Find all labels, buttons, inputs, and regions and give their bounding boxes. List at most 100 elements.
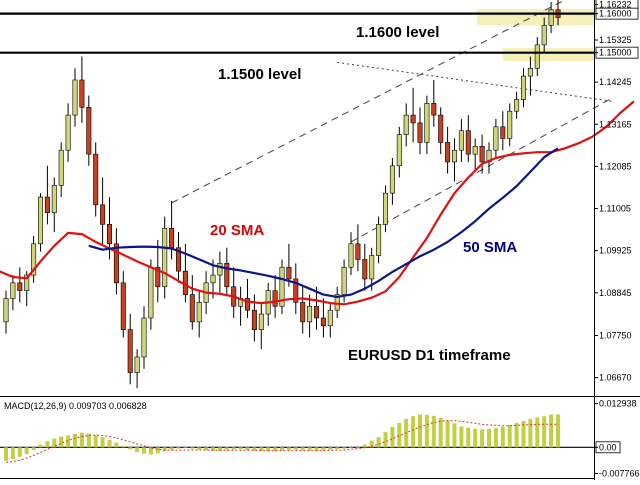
price-tick-label: 1.09925	[599, 246, 632, 256]
candle-up	[10, 282, 16, 299]
level-1600-label: 1.1600 level	[356, 24, 439, 41]
candle-up	[541, 25, 547, 46]
macd-histogram-bar	[369, 440, 374, 448]
macd-histogram-bar	[204, 447, 209, 451]
candle-down	[44, 196, 50, 213]
candle-up	[396, 134, 402, 167]
macd-histogram-bar	[86, 433, 91, 448]
candle-down	[79, 79, 85, 108]
macd-histogram-bar	[231, 447, 236, 450]
macd-histogram-bar	[528, 418, 533, 448]
macd-histogram-bar	[17, 447, 22, 457]
sma20-label: 20 SMA	[210, 222, 264, 239]
macd-histogram-bar	[4, 447, 8, 461]
price-tick-label: 1.16000	[599, 9, 632, 19]
macd-tick-label: 0.00	[599, 442, 617, 452]
candle-up	[451, 149, 457, 163]
candle-down	[86, 106, 92, 155]
macd-histogram-bar	[514, 422, 519, 448]
macd-histogram-bar	[45, 441, 50, 448]
macd-histogram-bar	[38, 444, 43, 448]
macd-histogram-bar	[162, 447, 167, 452]
sma50-label: 50 SMA	[463, 239, 517, 256]
macd-histogram-bar	[473, 428, 478, 448]
upper-channel-line	[171, 0, 566, 204]
macd-histogram-bar	[73, 433, 77, 448]
macd-histogram-bar	[259, 447, 264, 452]
macd-histogram-bar	[445, 420, 450, 448]
macd-histogram-bar	[190, 447, 195, 449]
macd-histogram-bar	[424, 414, 429, 448]
candle-up	[327, 309, 333, 327]
macd-histogram-bar	[107, 439, 112, 448]
candle-down	[293, 278, 299, 303]
macd-histogram-bar	[93, 435, 98, 448]
macd-histogram-bar	[355, 447, 360, 449]
candle-up	[527, 67, 533, 77]
macd-histogram-bar	[169, 447, 174, 450]
candle-up	[31, 243, 37, 276]
candle-down	[313, 305, 319, 319]
descending-trendline	[337, 61, 614, 102]
candle-down	[438, 114, 444, 143]
candle-up	[520, 75, 526, 100]
macd-histogram-bar	[507, 424, 512, 448]
candle-up	[141, 317, 147, 358]
macd-histogram-bar	[217, 447, 222, 452]
candle-up	[65, 114, 71, 151]
macd-histogram-bar	[397, 422, 402, 448]
highlight-1500	[503, 48, 595, 61]
macd-histogram-bar	[155, 447, 160, 454]
macd-signal-line	[5, 420, 558, 463]
macd-histogram-bar	[342, 447, 347, 449]
candle-down	[224, 263, 230, 288]
macd-histogram-bar	[376, 437, 381, 448]
candle-down	[410, 114, 416, 124]
macd-histogram-bar	[556, 414, 560, 448]
candle-up	[507, 110, 513, 139]
candle-up	[3, 298, 9, 323]
candle-down	[445, 142, 451, 163]
macd-histogram-bar	[521, 420, 526, 448]
price-tick-label: 1.16232	[599, 0, 632, 10]
macd-histogram-bar	[390, 427, 395, 448]
sma20-line	[0, 100, 635, 306]
macd-histogram-bar	[114, 442, 119, 448]
macd-histogram-bar	[411, 416, 416, 448]
macd-histogram-bar	[176, 447, 181, 449]
candle-up	[58, 149, 64, 186]
highlight-1600	[477, 9, 595, 25]
macd-histogram-bar	[542, 416, 547, 448]
macd-histogram-bar	[466, 427, 471, 448]
price-tick-label: 1.07750	[599, 331, 632, 341]
timeframe-label: EURUSD D1 timeframe	[348, 347, 511, 364]
moving-averages	[0, 100, 635, 306]
macd-histogram-bar	[321, 447, 326, 451]
macd-tick-label: -0.007766	[599, 469, 640, 479]
candle-up	[514, 99, 520, 112]
candle-down	[17, 282, 23, 291]
macd-histogram-bar	[135, 447, 140, 453]
macd-histogram-bar	[79, 432, 84, 448]
candle-up	[51, 185, 57, 213]
macd-histogram-bar	[121, 445, 126, 448]
price-tick-label: 1.08845	[599, 288, 632, 298]
macd-histogram-bar	[535, 417, 540, 448]
macd-histogram-bar	[431, 415, 436, 448]
candle-up	[196, 302, 202, 323]
macd-histogram-bar	[273, 447, 278, 452]
macd-histogram-bar	[24, 447, 29, 455]
candle-up	[424, 103, 430, 143]
macd-histogram-bar	[52, 438, 57, 448]
price-tick-label: 1.13165	[599, 119, 632, 129]
macd-histogram-bar	[148, 447, 153, 455]
candle-down	[155, 266, 161, 288]
level-1500-label: 1.1500 level	[218, 66, 301, 83]
price-tick-label: 1.06670	[599, 373, 632, 383]
candle-down	[93, 153, 99, 206]
macd-histogram-bar	[245, 447, 250, 450]
candle-down	[107, 224, 113, 245]
macd-histogram-bar	[500, 426, 505, 448]
